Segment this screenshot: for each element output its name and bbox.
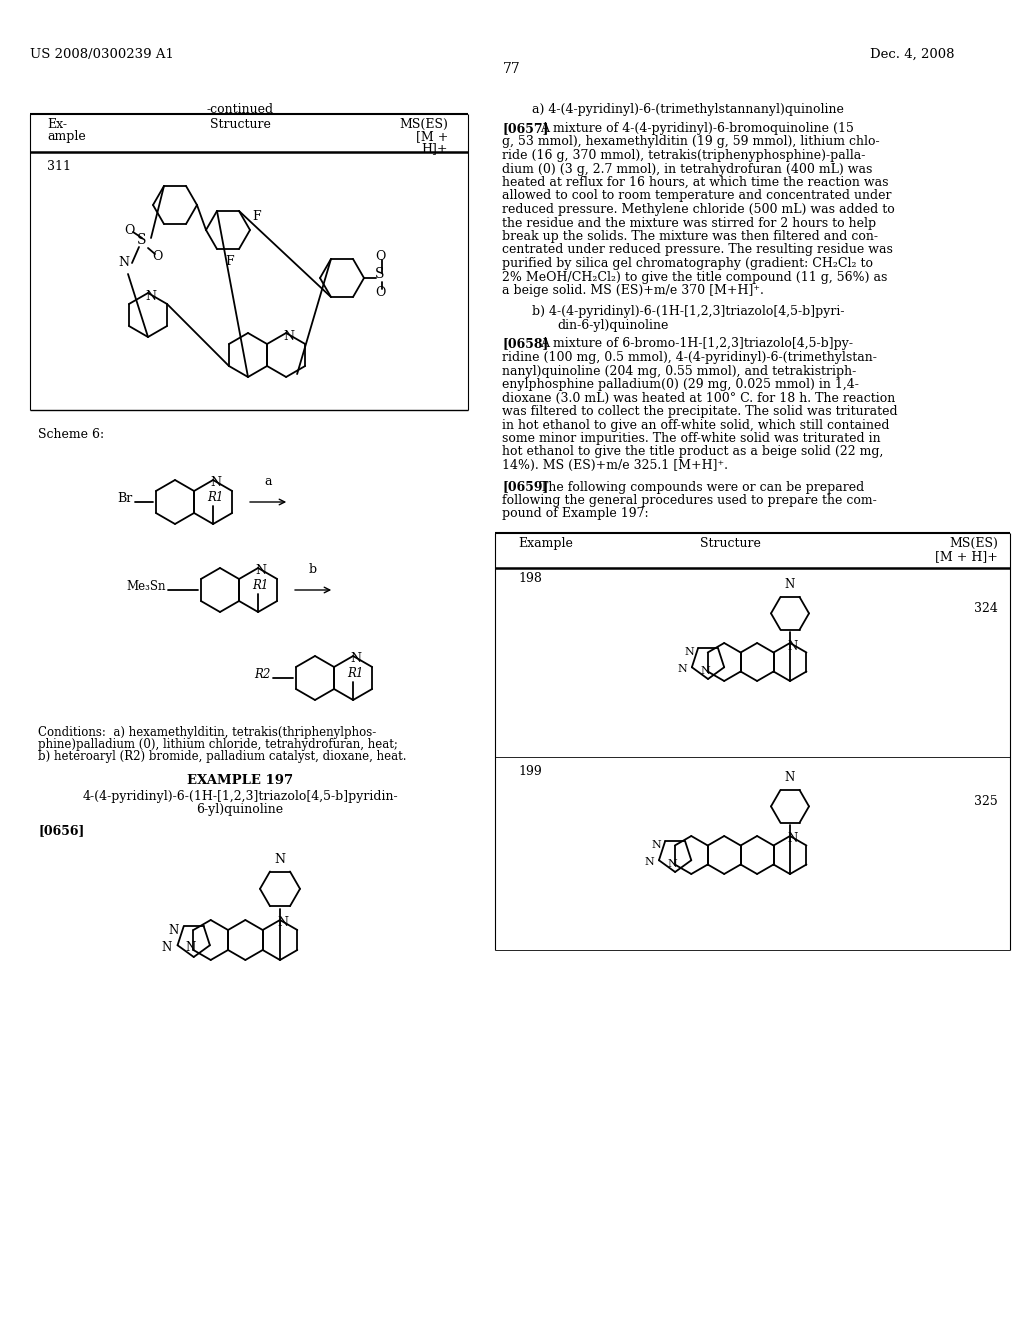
Text: N: N: [162, 941, 172, 954]
Text: 324: 324: [974, 602, 998, 615]
Text: F: F: [252, 210, 261, 223]
Text: was filtered to collect the precipitate. The solid was triturated: was filtered to collect the precipitate.…: [502, 405, 898, 418]
Text: S: S: [137, 234, 146, 247]
Text: a beige solid. MS (ES)+m/e 370 [M+H]⁺.: a beige solid. MS (ES)+m/e 370 [M+H]⁺.: [502, 284, 764, 297]
Text: centrated under reduced pressure. The resulting residue was: centrated under reduced pressure. The re…: [502, 243, 893, 256]
Text: N: N: [668, 859, 677, 869]
Text: following the general procedures used to prepare the com-: following the general procedures used to…: [502, 494, 877, 507]
Text: 77: 77: [503, 62, 521, 77]
Text: -continued: -continued: [207, 103, 273, 116]
Text: ample: ample: [47, 129, 86, 143]
Text: purified by silica gel chromatography (gradient: CH₂Cl₂ to: purified by silica gel chromatography (g…: [502, 257, 873, 271]
Text: 311: 311: [47, 160, 71, 173]
Text: ridine (100 mg, 0.5 mmol), 4-(4-pyridinyl)-6-(trimethylstan-: ridine (100 mg, 0.5 mmol), 4-(4-pyridiny…: [502, 351, 877, 364]
Text: N: N: [274, 853, 286, 866]
Text: N: N: [784, 771, 795, 784]
Text: N: N: [169, 924, 179, 937]
Text: N: N: [677, 664, 687, 675]
Text: break up the solids. The mixture was then filtered and con-: break up the solids. The mixture was the…: [502, 230, 878, 243]
Text: The following compounds were or can be prepared: The following compounds were or can be p…: [540, 480, 864, 494]
Text: Structure: Structure: [210, 117, 270, 131]
Text: N: N: [651, 841, 662, 850]
Text: A mixture of 4-(4-pyridinyl)-6-bromoquinoline (15: A mixture of 4-(4-pyridinyl)-6-bromoquin…: [540, 121, 854, 135]
Text: heated at reflux for 16 hours, at which time the reaction was: heated at reflux for 16 hours, at which …: [502, 176, 889, 189]
Text: [0656]: [0656]: [38, 824, 84, 837]
Text: R1: R1: [347, 667, 364, 680]
Text: O: O: [375, 249, 385, 263]
Text: N: N: [283, 330, 294, 342]
Text: reduced pressure. Methylene chloride (500 mL) was added to: reduced pressure. Methylene chloride (50…: [502, 203, 895, 216]
Text: a: a: [264, 475, 271, 488]
Text: R1: R1: [207, 491, 223, 504]
Text: enylphosphine palladium(0) (29 mg, 0.025 mmol) in 1,4-: enylphosphine palladium(0) (29 mg, 0.025…: [502, 378, 859, 391]
Text: 14%). MS (ES)+m/e 325.1 [M+H]⁺.: 14%). MS (ES)+m/e 325.1 [M+H]⁺.: [502, 459, 728, 473]
Text: [M +: [M +: [416, 129, 449, 143]
Text: the residue and the mixture was stirred for 2 hours to help: the residue and the mixture was stirred …: [502, 216, 877, 230]
Text: 4-(4-pyridinyl)-6-(1H-[1,2,3]triazolo[4,5-b]pyridin-: 4-(4-pyridinyl)-6-(1H-[1,2,3]triazolo[4,…: [82, 789, 397, 803]
Text: pound of Example 197:: pound of Example 197:: [502, 507, 648, 520]
Text: N: N: [145, 289, 156, 302]
Text: in hot ethanol to give an off-white solid, which still contained: in hot ethanol to give an off-white soli…: [502, 418, 890, 432]
Text: hot ethanol to give the title product as a beige solid (22 mg,: hot ethanol to give the title product as…: [502, 446, 884, 458]
Text: b: b: [309, 564, 317, 576]
Text: Br: Br: [118, 491, 133, 504]
Text: N: N: [210, 477, 221, 490]
Text: [0657]: [0657]: [502, 121, 549, 135]
Text: dioxane (3.0 mL) was heated at 100° C. for 18 h. The reaction: dioxane (3.0 mL) was heated at 100° C. f…: [502, 392, 895, 404]
Text: [0658]: [0658]: [502, 338, 549, 351]
Text: O: O: [375, 285, 385, 298]
Text: a) 4-(4-pyridinyl)-6-(trimethylstannanyl)quinoline: a) 4-(4-pyridinyl)-6-(trimethylstannanyl…: [532, 103, 844, 116]
Text: ride (16 g, 370 mmol), tetrakis(triphenyphosphine)-palla-: ride (16 g, 370 mmol), tetrakis(tripheny…: [502, 149, 865, 162]
Text: din-6-yl)quinoline: din-6-yl)quinoline: [557, 319, 669, 333]
Text: b) 4-(4-pyridinyl)-6-(1H-[1,2,3]triazolo[4,5-b]pyri-: b) 4-(4-pyridinyl)-6-(1H-[1,2,3]triazolo…: [532, 305, 845, 318]
Text: dium (0) (3 g, 2.7 mmol), in tetrahydrofuran (400 mL) was: dium (0) (3 g, 2.7 mmol), in tetrahydrof…: [502, 162, 872, 176]
Text: R1: R1: [252, 579, 268, 591]
Text: EXAMPLE 197: EXAMPLE 197: [187, 774, 293, 787]
Text: 2% MeOH/CH₂Cl₂) to give the title compound (11 g, 56%) as: 2% MeOH/CH₂Cl₂) to give the title compou…: [502, 271, 888, 284]
Text: g, 53 mmol), hexamethylditin (19 g, 59 mmol), lithium chlo-: g, 53 mmol), hexamethylditin (19 g, 59 m…: [502, 136, 880, 149]
Text: N: N: [784, 578, 795, 591]
Text: phine)palladium (0), lithium chloride, tetrahydrofuran, heat;: phine)palladium (0), lithium chloride, t…: [38, 738, 398, 751]
Text: 198: 198: [518, 572, 542, 585]
Text: Example: Example: [518, 537, 572, 550]
Text: Me₃Sn: Me₃Sn: [127, 579, 166, 593]
Text: S: S: [375, 267, 385, 281]
Text: [M + H]+: [M + H]+: [935, 550, 998, 564]
Text: MS(ES): MS(ES): [399, 117, 449, 131]
Text: N: N: [700, 667, 710, 676]
Text: N: N: [185, 941, 196, 954]
Text: N: N: [684, 647, 694, 657]
Text: allowed to cool to room temperature and concentrated under: allowed to cool to room temperature and …: [502, 190, 892, 202]
Text: Dec. 4, 2008: Dec. 4, 2008: [870, 48, 954, 61]
Text: [0659]: [0659]: [502, 480, 549, 494]
Text: N: N: [255, 565, 266, 578]
Text: 6-yl)quinoline: 6-yl)quinoline: [197, 803, 284, 816]
Text: nanyl)quinoline (204 mg, 0.55 mmol), and tetrakistriph-: nanyl)quinoline (204 mg, 0.55 mmol), and…: [502, 364, 856, 378]
Text: H]+: H]+: [422, 143, 449, 154]
Text: Conditions:  a) hexamethylditin, tetrakis(thriphenylphos-: Conditions: a) hexamethylditin, tetrakis…: [38, 726, 376, 739]
Text: F: F: [225, 255, 234, 268]
Text: b) heteroaryl (R2) bromide, palladium catalyst, dioxane, heat.: b) heteroaryl (R2) bromide, palladium ca…: [38, 750, 407, 763]
Text: N: N: [787, 833, 798, 846]
Text: Structure: Structure: [699, 537, 761, 550]
Text: O: O: [124, 223, 134, 236]
Text: N: N: [278, 916, 288, 929]
Text: 325: 325: [974, 795, 998, 808]
Text: US 2008/0300239 A1: US 2008/0300239 A1: [30, 48, 174, 61]
Text: N: N: [787, 639, 798, 652]
Text: Scheme 6:: Scheme 6:: [38, 428, 104, 441]
Text: MS(ES): MS(ES): [949, 537, 998, 550]
Text: A mixture of 6-bromo-1H-[1,2,3]triazolo[4,5-b]py-: A mixture of 6-bromo-1H-[1,2,3]triazolo[…: [540, 338, 853, 351]
Text: some minor impurities. The off-white solid was triturated in: some minor impurities. The off-white sol…: [502, 432, 881, 445]
Text: N: N: [350, 652, 361, 665]
Text: Ex-: Ex-: [47, 117, 67, 131]
Text: N: N: [644, 857, 654, 867]
Text: N: N: [119, 256, 129, 268]
Text: R2: R2: [255, 668, 271, 681]
Text: O: O: [152, 249, 162, 263]
Text: 199: 199: [518, 766, 542, 777]
